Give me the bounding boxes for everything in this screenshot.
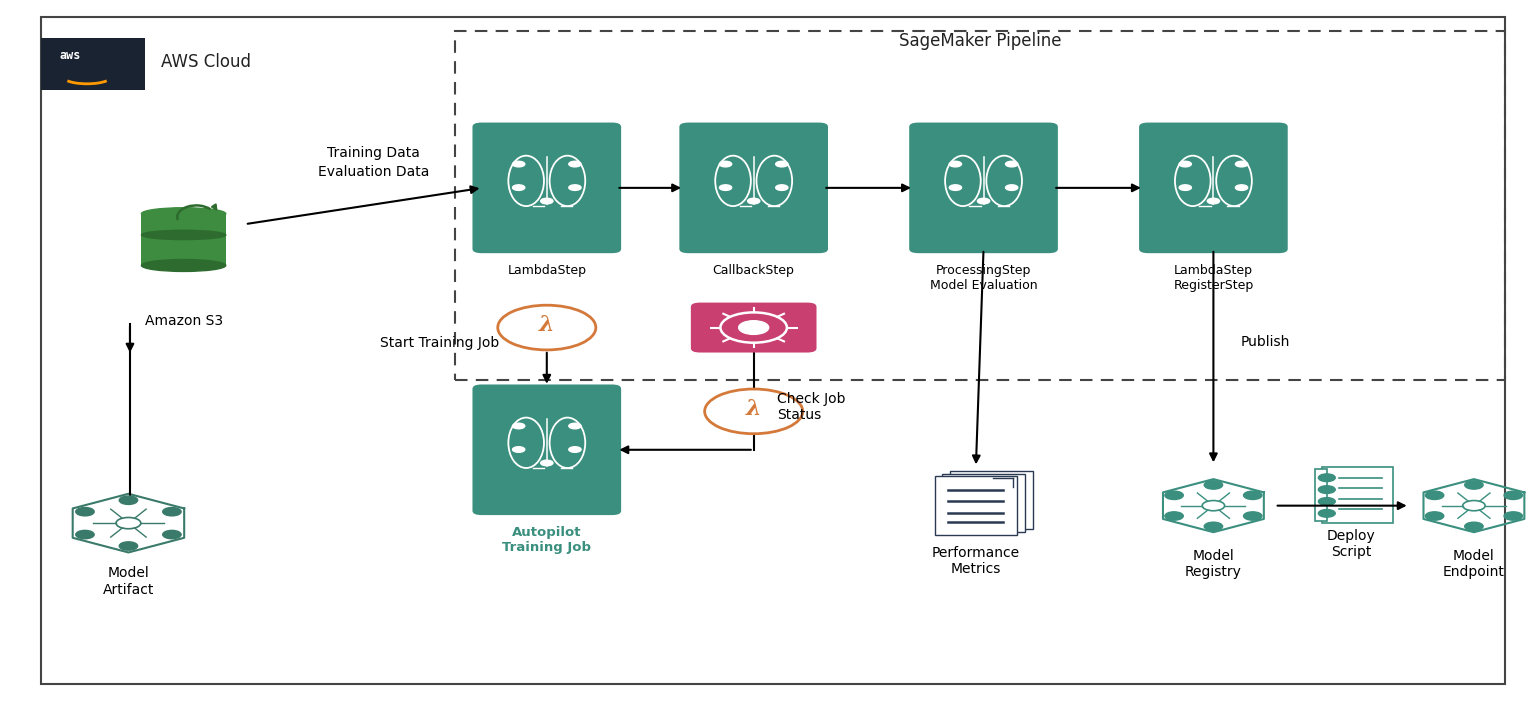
FancyBboxPatch shape: [1140, 122, 1287, 253]
FancyBboxPatch shape: [1323, 467, 1393, 524]
Text: Start Training Job: Start Training Job: [380, 337, 500, 351]
Circle shape: [1464, 522, 1483, 531]
FancyBboxPatch shape: [680, 122, 827, 253]
FancyBboxPatch shape: [909, 122, 1058, 253]
Circle shape: [541, 460, 554, 466]
FancyBboxPatch shape: [472, 122, 621, 253]
Circle shape: [512, 423, 524, 429]
Circle shape: [1504, 512, 1523, 520]
Circle shape: [747, 199, 760, 204]
Circle shape: [163, 530, 181, 539]
FancyBboxPatch shape: [42, 38, 145, 90]
Text: λ: λ: [538, 315, 555, 337]
Circle shape: [1318, 486, 1335, 494]
Circle shape: [738, 321, 769, 334]
Circle shape: [512, 447, 524, 452]
Text: Publish: Publish: [1241, 335, 1290, 349]
Circle shape: [569, 423, 581, 429]
Text: Deploy
Script: Deploy Script: [1327, 529, 1375, 559]
Circle shape: [569, 161, 581, 167]
Text: Evaluation Data: Evaluation Data: [318, 165, 429, 179]
Text: Performance
Metrics: Performance Metrics: [932, 546, 1020, 577]
Circle shape: [1207, 199, 1220, 204]
Circle shape: [1204, 522, 1223, 531]
Circle shape: [978, 199, 989, 204]
Circle shape: [1318, 474, 1335, 482]
Circle shape: [1180, 161, 1192, 167]
Circle shape: [512, 161, 524, 167]
Text: AWS Cloud: AWS Cloud: [160, 53, 251, 71]
Circle shape: [775, 161, 787, 167]
Text: SageMaker Pipeline: SageMaker Pipeline: [900, 32, 1061, 50]
Text: Model
Registry: Model Registry: [1184, 549, 1241, 579]
Circle shape: [120, 542, 137, 551]
Circle shape: [1204, 481, 1223, 489]
Circle shape: [775, 185, 787, 190]
Text: Autopilot
Training Job: Autopilot Training Job: [503, 527, 591, 554]
Circle shape: [1244, 512, 1263, 520]
Text: CallbackStep: CallbackStep: [712, 264, 795, 277]
FancyBboxPatch shape: [1315, 469, 1327, 522]
Text: Model
Artifact: Model Artifact: [103, 567, 154, 596]
Circle shape: [1318, 510, 1335, 517]
Circle shape: [1235, 185, 1247, 190]
Ellipse shape: [141, 260, 226, 272]
Circle shape: [120, 496, 137, 505]
Circle shape: [1235, 161, 1247, 167]
FancyBboxPatch shape: [42, 17, 1504, 684]
Circle shape: [1180, 185, 1192, 190]
Text: LambdaStep
RegisterStep: LambdaStep RegisterStep: [1173, 264, 1253, 292]
Circle shape: [75, 508, 94, 516]
Text: ProcessingStep
Model Evaluation: ProcessingStep Model Evaluation: [930, 264, 1037, 292]
Circle shape: [541, 199, 554, 204]
Circle shape: [1006, 161, 1018, 167]
Circle shape: [720, 185, 732, 190]
Circle shape: [75, 530, 94, 539]
FancyBboxPatch shape: [141, 214, 226, 265]
Text: Check Job
Status: Check Job Status: [777, 391, 846, 422]
Circle shape: [949, 161, 961, 167]
Circle shape: [1164, 491, 1183, 500]
FancyBboxPatch shape: [472, 384, 621, 515]
FancyBboxPatch shape: [943, 474, 1024, 532]
Circle shape: [1244, 491, 1263, 500]
Text: Training Data: Training Data: [328, 146, 420, 160]
Text: Amazon S3: Amazon S3: [145, 313, 223, 327]
Circle shape: [512, 185, 524, 190]
FancyBboxPatch shape: [691, 303, 817, 353]
Ellipse shape: [141, 230, 226, 239]
Circle shape: [949, 185, 961, 190]
Ellipse shape: [141, 208, 226, 220]
Circle shape: [1464, 481, 1483, 489]
Circle shape: [720, 161, 732, 167]
Circle shape: [1318, 498, 1335, 505]
Circle shape: [1504, 491, 1523, 500]
Circle shape: [163, 508, 181, 516]
Circle shape: [1426, 491, 1444, 500]
Circle shape: [1426, 512, 1444, 520]
Text: aws: aws: [60, 49, 82, 62]
FancyBboxPatch shape: [935, 477, 1017, 535]
Circle shape: [569, 447, 581, 452]
Circle shape: [569, 185, 581, 190]
Text: LambdaStep: LambdaStep: [508, 264, 586, 277]
Circle shape: [1164, 512, 1183, 520]
Text: Model
Endpoint: Model Endpoint: [1443, 549, 1504, 579]
FancyBboxPatch shape: [950, 471, 1032, 529]
Text: λ: λ: [746, 398, 761, 420]
Circle shape: [1006, 185, 1018, 190]
